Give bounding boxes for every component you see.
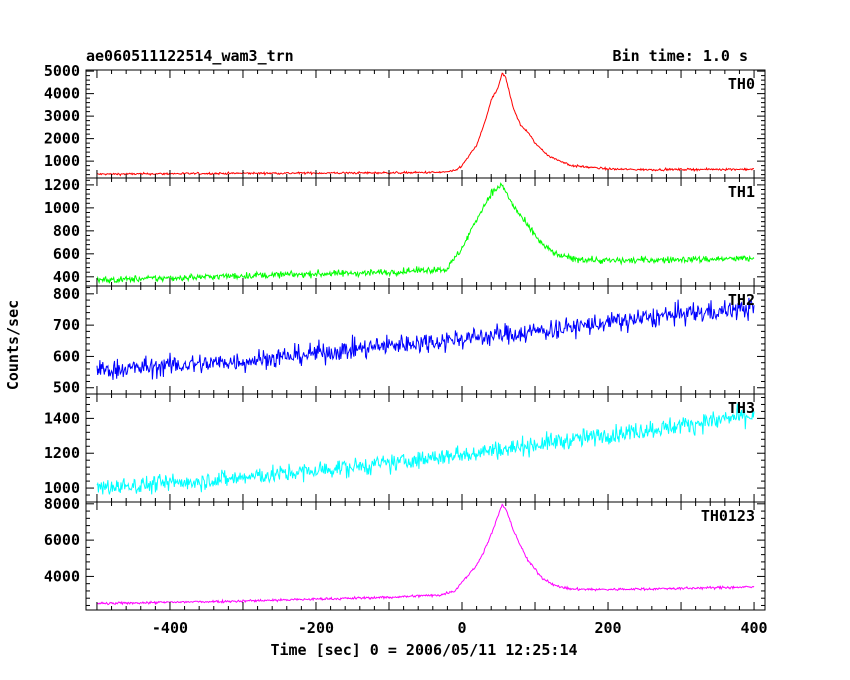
y-tick-label: 1000	[44, 479, 80, 497]
bin-time-label: Bin time: 1.0 s	[613, 47, 748, 65]
panel-label-th3: TH3	[728, 399, 755, 417]
x-tick-label: 400	[741, 619, 768, 637]
chart-title: ae060511122514_wam3_trn	[86, 47, 294, 65]
series-line-th0123	[96, 503, 755, 606]
panel-label-th0: TH0	[728, 75, 755, 93]
y-tick-label: 4000	[44, 85, 80, 103]
panel-frame	[85, 177, 766, 287]
y-tick-label: 5000	[44, 62, 80, 80]
y-tick-label: 1000	[44, 199, 80, 217]
panel-th0: TH0 1000 2000 3000 4000 5000	[44, 62, 766, 179]
x-tick-label: 200	[594, 619, 621, 637]
panel-label-th2: TH2	[728, 291, 755, 309]
panel-label-th0123: TH0123	[701, 507, 755, 525]
y-tick-label: 8000	[44, 495, 80, 513]
panel-th0123: TH0123 4000 6000 8000	[44, 495, 766, 611]
series-line-th0	[96, 72, 754, 177]
series-line-th1	[96, 182, 755, 285]
y-axis-label: Counts/sec	[4, 300, 22, 390]
y-tick-label: 500	[53, 379, 80, 397]
panel-frame	[85, 69, 766, 179]
y-tick-label: 800	[53, 222, 80, 240]
panel-th2: TH2 500 600 700 800	[53, 285, 766, 397]
x-axis-label: Time [sec] 0 = 2006/05/11 12:25:14	[270, 641, 577, 659]
y-tick-label: 1200	[44, 176, 80, 194]
y-tick-label: 600	[53, 347, 80, 365]
y-tick-label: 4000	[44, 567, 80, 585]
y-tick-label: 800	[53, 285, 80, 303]
series-line-th2	[96, 297, 755, 380]
x-tick-label: -400	[152, 619, 188, 637]
y-tick-label: 400	[53, 268, 80, 286]
y-tick-label: 2000	[44, 130, 80, 148]
x-tick-label: 0	[457, 619, 466, 637]
y-tick-label: 1400	[44, 409, 80, 427]
y-tick-label: 6000	[44, 531, 80, 549]
panel-frame	[85, 501, 766, 611]
x-tick-label: -200	[298, 619, 334, 637]
panels-group: TH010002000300040005000TH140060080010001…	[44, 62, 768, 637]
y-tick-label: 700	[53, 316, 80, 334]
panel-th3: TH3 1000 1200 1400	[44, 393, 766, 503]
panel-th1: TH1 400 600 800 1000 1200	[44, 176, 766, 287]
y-tick-label: 1000	[44, 152, 80, 170]
panel-label-th1: TH1	[728, 183, 755, 201]
y-tick-label: 600	[53, 245, 80, 263]
y-tick-label: 3000	[44, 107, 80, 125]
series-line-th3	[96, 403, 755, 495]
y-tick-label: 1200	[44, 444, 80, 462]
